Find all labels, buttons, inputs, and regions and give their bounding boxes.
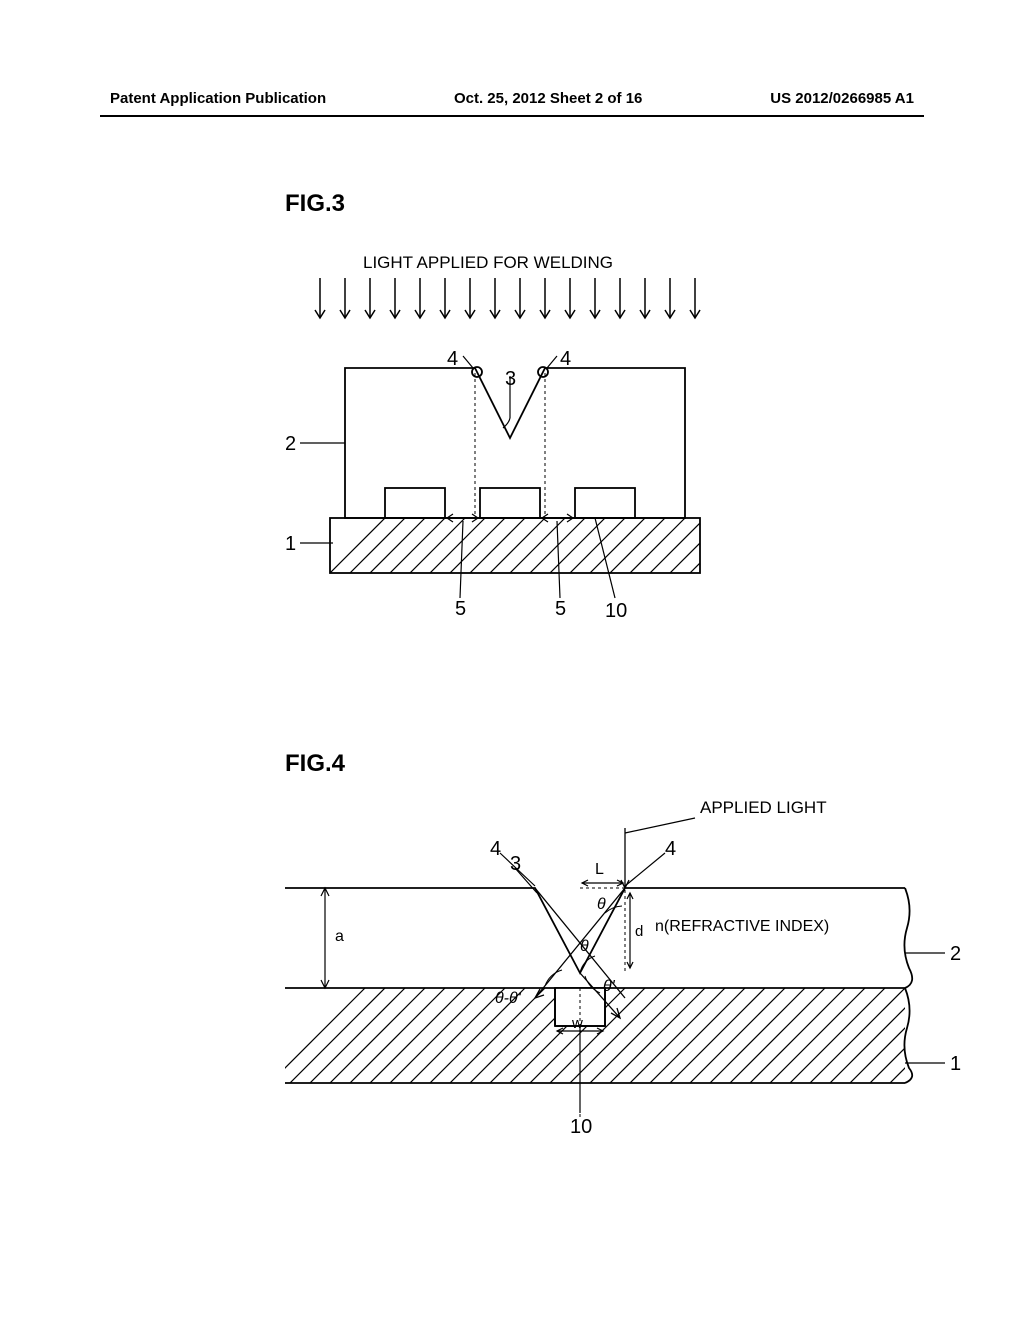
fig4-ref-theta: θ [597,896,606,914]
fig4-ref-a: a [335,928,344,946]
fig3-ref-5b: 5 [555,598,566,621]
fig4-applied-light: APPLIED LIGHT [700,798,827,818]
fig4-refractive-index: n(REFRACTIVE INDEX) [655,918,829,936]
fig4-ref-theta2: θ [580,938,589,956]
header-left: Patent Application Publication [110,90,326,107]
figure-4: FIG.4 [285,750,985,1178]
fig3-ref-4a: 4 [447,348,458,371]
page-header: Patent Application Publication Oct. 25, … [0,90,1024,107]
fig3-svg [285,218,785,648]
fig4-ref-4b: 4 [665,838,676,861]
fig4-ref-w: w [572,1015,583,1032]
fig4-ref-d: d [635,923,643,940]
fig3-light-label: LIGHT APPLIED FOR WELDING [363,253,613,273]
fig3-ref-3: 3 [505,368,516,391]
header-rule [100,115,924,117]
fig4-ref-thetaP: θ' [603,978,615,996]
fig3-ref-2: 2 [285,433,296,456]
fig3-ref-1: 1 [285,533,296,556]
fig4-ref-3: 3 [510,853,521,876]
fig4-label: FIG.4 [285,750,985,778]
fig4-ref-2: 2 [950,943,961,966]
header-center: Oct. 25, 2012 Sheet 2 of 16 [454,90,642,107]
fig4-ref-4a: 4 [490,838,501,861]
fig3-ref-5a: 5 [455,598,466,621]
fig4-ref-10: 10 [570,1116,592,1139]
fig4-ref-L: L [595,861,604,879]
fig4-svg [285,778,985,1178]
fig4-ref-thetaDiff: θ-θ' [495,990,521,1008]
figure-3: FIG.3 [285,190,785,648]
fig3-ref-10: 10 [605,600,627,623]
fig3-label: FIG.3 [285,190,785,218]
fig3-ref-4b: 4 [560,348,571,371]
header-right: US 2012/0266985 A1 [770,90,914,107]
fig4-ref-1: 1 [950,1053,961,1076]
